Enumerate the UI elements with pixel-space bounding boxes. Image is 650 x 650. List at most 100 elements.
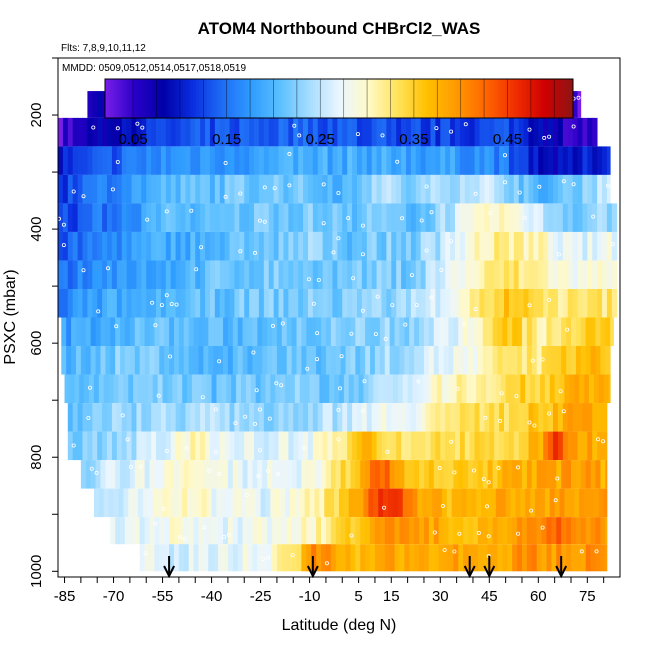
heatmap-cell	[405, 288, 412, 318]
heatmap-cell	[366, 174, 373, 204]
heatmap-cell	[342, 403, 348, 432]
heatmap-cell	[156, 288, 162, 318]
sample-marker	[267, 416, 272, 421]
heatmap-cell	[454, 117, 461, 147]
heatmap-cell	[208, 544, 214, 572]
heatmap-cell	[401, 403, 407, 432]
heatmap-cell	[156, 117, 162, 147]
heatmap-cell	[80, 317, 87, 347]
heatmap-cell	[111, 260, 118, 289]
heatmap-cell	[515, 488, 521, 518]
heatmap-cell	[458, 346, 464, 375]
heatmap-cell	[582, 431, 588, 461]
heatmap-cell	[303, 431, 309, 461]
heatmap-cell	[111, 231, 118, 261]
heatmap-cell	[178, 317, 185, 347]
heatmap-cell	[461, 374, 467, 404]
heatmap-cell	[258, 117, 265, 147]
heatmap-cell	[156, 403, 162, 432]
sample-marker	[279, 383, 284, 388]
heatmap-cell	[206, 374, 212, 404]
heatmap-cell	[543, 203, 549, 232]
heatmap-cell	[374, 517, 381, 545]
colorbar-segment	[437, 79, 441, 118]
heatmap-cell	[107, 203, 113, 232]
heatmap-cell	[479, 146, 485, 175]
colorbar-segment	[128, 79, 132, 118]
heatmap-cell	[67, 431, 74, 461]
colorbar-segment	[107, 79, 111, 118]
heatmap-cell	[343, 374, 350, 404]
sample-marker	[202, 525, 207, 530]
heatmap-cell	[499, 203, 505, 232]
heatmap-cell	[536, 517, 542, 545]
heatmap-cell	[93, 488, 100, 518]
sample-marker	[115, 159, 120, 164]
heatmap-cell	[244, 431, 250, 461]
heatmap-cell	[469, 403, 475, 432]
heatmap-cell	[446, 374, 453, 404]
heatmap-cell	[180, 431, 186, 461]
heatmap-cell	[164, 517, 170, 545]
heatmap-cell	[129, 317, 136, 347]
colorbar-segment	[536, 79, 540, 118]
heatmap-cell	[566, 544, 572, 572]
sample-marker	[517, 190, 522, 195]
heatmap-cell	[582, 403, 588, 432]
heatmap-cell	[526, 346, 533, 375]
heatmap-cell	[415, 146, 422, 175]
sample-marker	[287, 183, 292, 188]
colorbar-segment	[172, 79, 176, 118]
heatmap-cell	[157, 374, 163, 404]
heatmap-cell	[464, 231, 471, 261]
sample-marker	[362, 379, 367, 384]
heatmap-cell	[337, 431, 343, 461]
heatmap-cell	[205, 431, 211, 461]
heatmap-cell	[502, 346, 508, 375]
heatmap-cell	[97, 260, 103, 289]
heatmap-cell	[394, 346, 400, 375]
heatmap-cell	[508, 288, 515, 318]
heatmap-cell	[234, 431, 240, 461]
heatmap-cell	[312, 203, 319, 232]
heatmap-cell	[195, 403, 201, 432]
colorbar-segment	[391, 79, 394, 118]
colorbar-segment	[365, 79, 368, 118]
heatmap-cell	[92, 260, 98, 289]
sample-marker	[555, 476, 560, 481]
heatmap-cell	[141, 431, 147, 461]
heatmap-cell	[334, 488, 340, 518]
heatmap-cell	[321, 517, 327, 545]
heatmap-cell	[536, 346, 542, 375]
heatmap-cell	[438, 317, 444, 347]
sample-marker	[226, 532, 231, 537]
heatmap-cell	[376, 203, 382, 232]
heatmap-cell	[463, 460, 469, 489]
sample-marker	[442, 548, 447, 553]
heatmap-cell	[440, 260, 446, 289]
heatmap-cell	[521, 346, 528, 375]
heatmap-cell	[337, 117, 343, 147]
sample-marker	[336, 407, 341, 412]
colorbar-segment	[141, 79, 145, 118]
colorbar-segment	[528, 79, 532, 118]
heatmap-cell	[504, 260, 510, 289]
heatmap-cell	[303, 174, 309, 204]
sample-marker	[610, 242, 615, 247]
heatmap-cell	[593, 488, 600, 518]
sample-marker	[213, 407, 218, 412]
colorbar-segment	[354, 79, 358, 118]
heatmap-cell	[175, 146, 181, 175]
heatmap-cell	[105, 317, 111, 347]
heatmap-cell	[311, 517, 317, 545]
flight-arrow	[163, 556, 175, 579]
heatmap-cell	[268, 146, 275, 175]
heatmap-cell	[296, 317, 302, 347]
heatmap-cell	[378, 374, 384, 404]
heatmap-cell	[138, 488, 144, 518]
heatmap-cell	[92, 117, 98, 147]
heatmap-cell	[219, 174, 226, 204]
heatmap-cell	[330, 517, 337, 545]
heatmap-cell	[254, 431, 260, 461]
